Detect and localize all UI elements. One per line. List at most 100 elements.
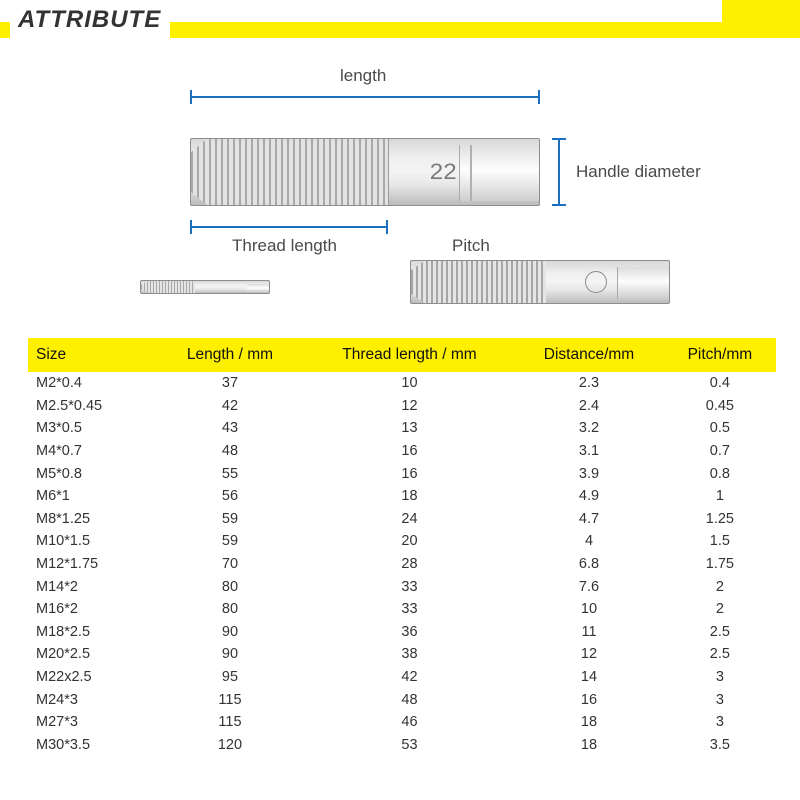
table-row: M16*28033102 xyxy=(28,598,776,621)
table-cell: M2*0.4 xyxy=(28,372,155,395)
table-cell: 2 xyxy=(664,598,776,621)
table-cell: M8*1.25 xyxy=(28,508,155,531)
dim-length-tick-right xyxy=(538,90,540,104)
table-cell: 59 xyxy=(155,530,305,553)
col-thread: Thread length / mm xyxy=(305,338,514,372)
col-length: Length / mm xyxy=(155,338,305,372)
table-cell: 43 xyxy=(155,417,305,440)
table-cell: M12*1.75 xyxy=(28,553,155,576)
table-cell: 4 xyxy=(514,530,664,553)
table-cell: 10 xyxy=(514,598,664,621)
dim-length-tick-left xyxy=(190,90,192,104)
table-cell: M20*2.5 xyxy=(28,643,155,666)
table-cell: 13 xyxy=(305,417,514,440)
table-row: M22x2.59542143 xyxy=(28,666,776,689)
table-cell: 33 xyxy=(305,575,514,598)
tap-small-threads xyxy=(141,281,195,293)
table-cell: 3 xyxy=(664,711,776,734)
table-cell: 16 xyxy=(305,462,514,485)
table-cell: 2.4 xyxy=(514,395,664,418)
table-cell: M10*1.5 xyxy=(28,530,155,553)
tap-med-shank xyxy=(617,267,669,299)
label-length: length xyxy=(340,66,386,86)
table-cell: 95 xyxy=(155,666,305,689)
table-cell: 1 xyxy=(664,485,776,508)
table-cell: M16*2 xyxy=(28,598,155,621)
table-row: M14*280337.62 xyxy=(28,575,776,598)
table-cell: M3*0.5 xyxy=(28,417,155,440)
table-cell: 2.3 xyxy=(514,372,664,395)
table-cell: 14 xyxy=(514,666,664,689)
table-row: M24*311548163 xyxy=(28,688,776,711)
tap-med-seal-icon xyxy=(585,271,607,293)
table-cell: 1.25 xyxy=(664,508,776,531)
table-cell: 90 xyxy=(155,643,305,666)
table-cell: 70 xyxy=(155,553,305,576)
table-cell: 33 xyxy=(305,598,514,621)
table-cell: 59 xyxy=(155,508,305,531)
table-row: M5*0.855163.90.8 xyxy=(28,462,776,485)
table-cell: M14*2 xyxy=(28,575,155,598)
table-cell: 90 xyxy=(155,621,305,644)
table-cell: 18 xyxy=(514,711,664,734)
table-cell: 1.75 xyxy=(664,553,776,576)
table-cell: 0.7 xyxy=(664,440,776,463)
spec-table-header-row: Size Length / mm Thread length / mm Dist… xyxy=(28,338,776,372)
table-cell: 115 xyxy=(155,711,305,734)
col-pitch: Pitch/mm xyxy=(664,338,776,372)
table-cell: 3.2 xyxy=(514,417,664,440)
table-cell: 53 xyxy=(305,734,514,757)
table-row: M20*2.59038122.5 xyxy=(28,643,776,666)
table-cell: 7.6 xyxy=(514,575,664,598)
table-cell: 37 xyxy=(155,372,305,395)
table-row: M18*2.59036112.5 xyxy=(28,621,776,644)
table-row: M2.5*0.4542122.40.45 xyxy=(28,395,776,418)
table-cell: 36 xyxy=(305,621,514,644)
table-cell: 120 xyxy=(155,734,305,757)
table-cell: M30*3.5 xyxy=(28,734,155,757)
table-cell: M22x2.5 xyxy=(28,666,155,689)
table-row: M2*0.437102.30.4 xyxy=(28,372,776,395)
table-cell: 12 xyxy=(514,643,664,666)
table-cell: 2.5 xyxy=(664,621,776,644)
table-cell: 38 xyxy=(305,643,514,666)
label-thread-length: Thread length xyxy=(232,236,337,256)
table-cell: 80 xyxy=(155,575,305,598)
table-cell: 80 xyxy=(155,598,305,621)
tap-illustration-medium xyxy=(410,260,670,304)
table-cell: 18 xyxy=(305,485,514,508)
table-cell: 16 xyxy=(514,688,664,711)
header: ATTRIBUTE xyxy=(0,0,800,48)
table-cell: 18 xyxy=(514,734,664,757)
table-cell: 55 xyxy=(155,462,305,485)
dim-thread-tick-left xyxy=(190,220,192,234)
table-cell: 48 xyxy=(305,688,514,711)
tap-med-threads xyxy=(411,261,546,303)
dim-handle-tick-bot xyxy=(552,204,566,206)
tap-illustration-large: 22 xyxy=(190,138,540,206)
table-cell: 3 xyxy=(664,688,776,711)
col-dist: Distance/mm xyxy=(514,338,664,372)
table-cell: 16 xyxy=(305,440,514,463)
col-size: Size xyxy=(28,338,155,372)
label-handle-diameter: Handle diameter xyxy=(576,162,701,182)
table-row: M8*1.2559244.71.25 xyxy=(28,508,776,531)
spec-table: Size Length / mm Thread length / mm Dist… xyxy=(28,338,776,756)
table-cell: 2.5 xyxy=(664,643,776,666)
table-cell: 56 xyxy=(155,485,305,508)
dim-thread-line xyxy=(190,226,388,228)
table-row: M6*156184.91 xyxy=(28,485,776,508)
table-row: M10*1.5592041.5 xyxy=(28,530,776,553)
table-cell: 24 xyxy=(305,508,514,531)
tap-illustration-small xyxy=(140,280,270,294)
dim-length-line xyxy=(190,96,540,98)
table-cell: 6.8 xyxy=(514,553,664,576)
table-cell: 20 xyxy=(305,530,514,553)
table-row: M3*0.543133.20.5 xyxy=(28,417,776,440)
page-title: ATTRIBUTE xyxy=(18,6,161,34)
table-cell: 48 xyxy=(155,440,305,463)
table-cell: M18*2.5 xyxy=(28,621,155,644)
table-cell: 10 xyxy=(305,372,514,395)
table-row: M27*311546183 xyxy=(28,711,776,734)
label-pitch: Pitch xyxy=(452,236,490,256)
